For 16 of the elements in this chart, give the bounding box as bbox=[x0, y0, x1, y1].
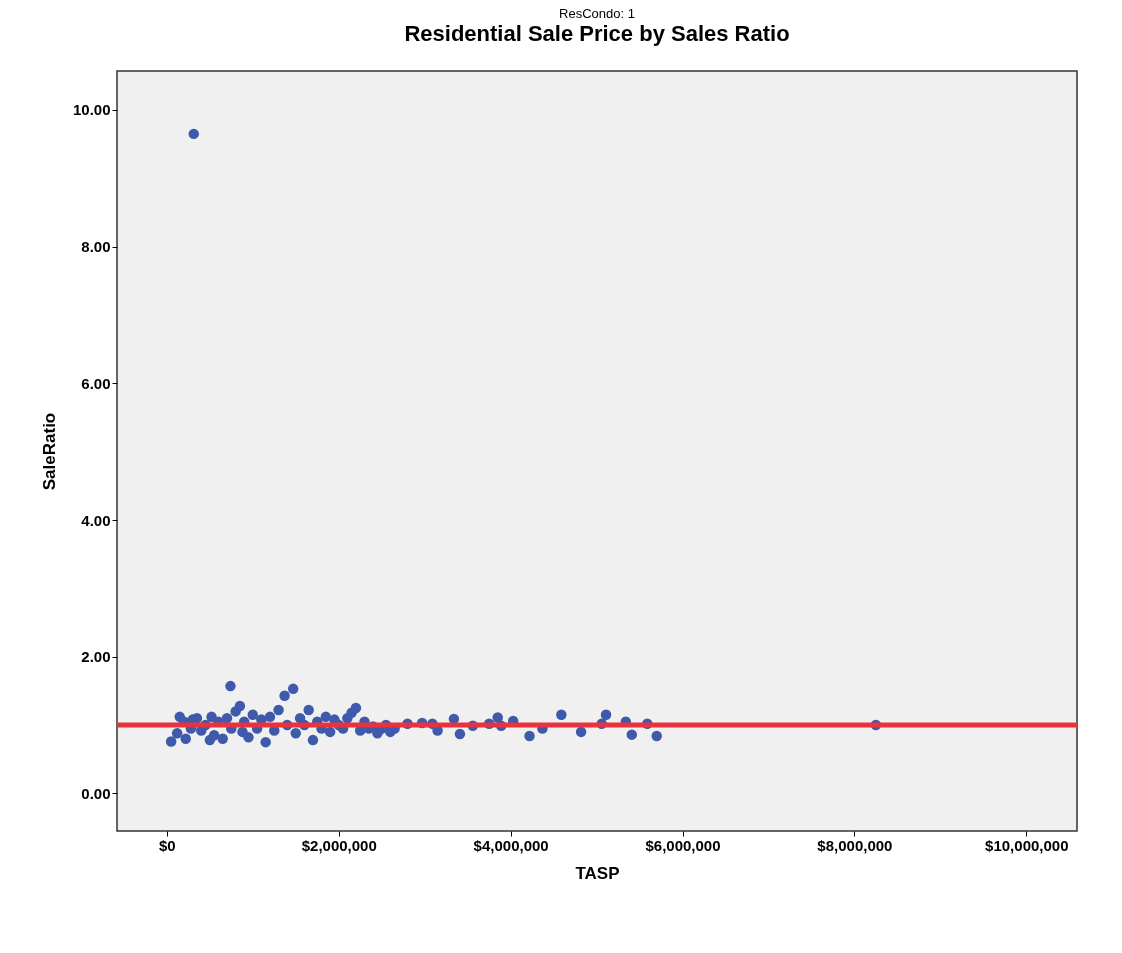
y-tick-label: 0.00 bbox=[81, 784, 111, 802]
x-axis-title: TASP bbox=[575, 863, 620, 883]
x-tick-label: $6,000,000 bbox=[645, 836, 721, 854]
y-axis-title: SaleRatio bbox=[39, 412, 59, 491]
y-tick-label: 4.00 bbox=[81, 511, 111, 529]
y-tick-label: 6.00 bbox=[81, 374, 111, 392]
chart-subtitle: ResCondo: 1 bbox=[559, 6, 635, 21]
x-tick-label: $8,000,000 bbox=[817, 836, 893, 854]
x-tick-label: $10,000,000 bbox=[985, 836, 1069, 854]
y-tick-label: 2.00 bbox=[81, 648, 111, 666]
chart-title: Residential Sale Price by Sales Ratio bbox=[404, 21, 790, 46]
y-tick-label: 10.00 bbox=[72, 101, 111, 119]
x-tick-label: $4,000,000 bbox=[473, 836, 549, 854]
y-tick-label: 8.00 bbox=[81, 238, 111, 256]
x-tick-label: $2,000,000 bbox=[301, 836, 377, 854]
x-tick-label: $0 bbox=[159, 836, 176, 854]
